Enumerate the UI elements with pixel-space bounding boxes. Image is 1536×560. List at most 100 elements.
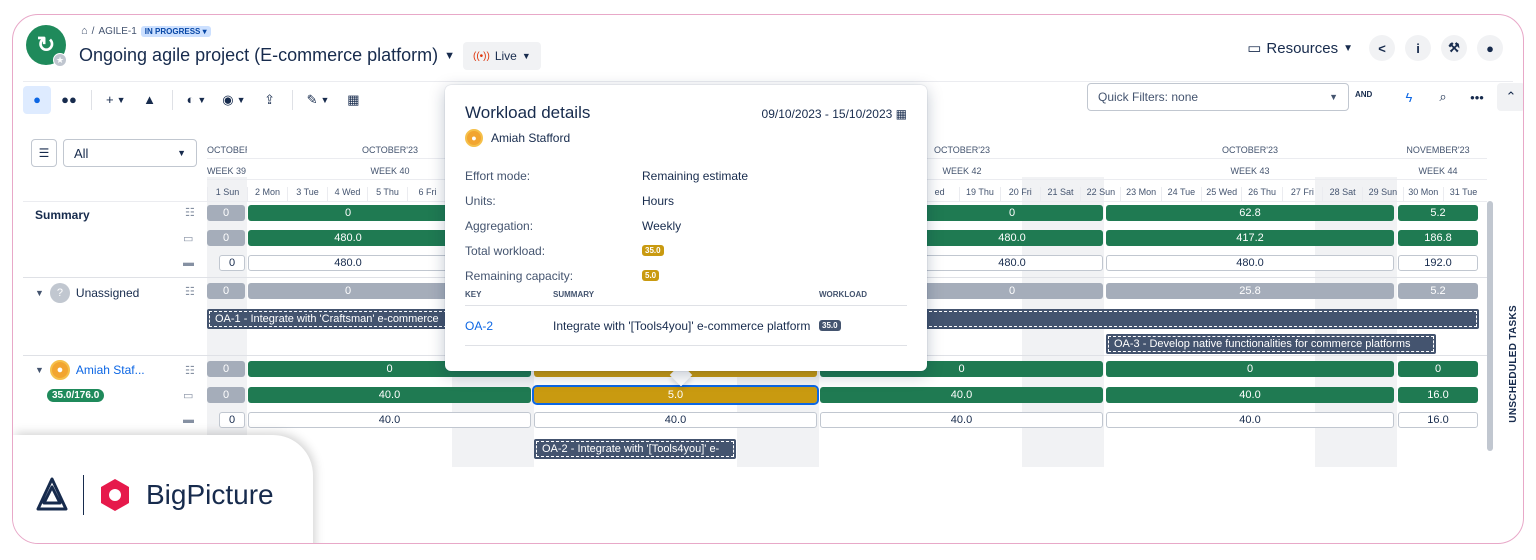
status-badge[interactable]: IN PROGRESS ▾ [140, 25, 211, 37]
users-icon: ●● [61, 92, 77, 107]
workload-cell[interactable]: 0 [921, 283, 1103, 299]
task-count-icon: ☷ [185, 286, 195, 298]
task-bar-oa3[interactable]: OA-3 - Develop native functionalities fo… [1106, 334, 1436, 354]
availability-cell[interactable]: 40.0 [820, 412, 1103, 428]
skills-button[interactable]: ▲ [136, 86, 164, 114]
availability-cell[interactable]: 0 [219, 412, 245, 428]
chevron-down-icon: ▼ [1329, 92, 1338, 102]
project-logo[interactable]: ↻ [26, 25, 66, 65]
availability-cell[interactable]: 480.0 [248, 255, 448, 271]
month-header: OCTOBER [207, 145, 247, 155]
workload-cell[interactable]: 25.8 [1106, 283, 1394, 299]
group-filter-select[interactable]: All ▼ [63, 139, 197, 167]
calendar-button[interactable]: ▦ [339, 86, 367, 114]
resources-label: Resources [1266, 39, 1339, 57]
live-button[interactable]: ((•)) Live ▼ [463, 42, 541, 70]
workload-cell[interactable]: 0 [207, 361, 245, 377]
avatar: ● [49, 360, 70, 380]
gauge-button[interactable]: ◐ ▼ [181, 86, 213, 114]
workload-cell[interactable]: 5.2 [1398, 205, 1478, 221]
availability-cell[interactable]: 40.0 [1106, 412, 1394, 428]
day-header: 30 Mon [1402, 187, 1443, 201]
ruler-button[interactable]: ✎ ▼ [301, 86, 336, 114]
availability-cell[interactable]: 480.0 [1106, 255, 1394, 271]
single-user-view-button[interactable]: ● [23, 85, 51, 114]
capacity-cell[interactable]: 16.0 [1398, 387, 1478, 403]
workload-cell[interactable]: 0 [207, 283, 245, 299]
share-icon[interactable]: < [1369, 35, 1395, 61]
capacity-cell-selected[interactable]: 5.0 [532, 385, 819, 405]
home-icon[interactable]: ⌂ [81, 25, 88, 37]
availability-cell[interactable]: 192.0 [1398, 255, 1478, 271]
capacity-cell[interactable]: 480.0 [248, 230, 448, 246]
capacity-cell[interactable]: 40.0 [820, 387, 1103, 403]
vertical-scrollbar[interactable] [1487, 201, 1493, 451]
filter-list-icon[interactable]: ☰ [31, 139, 57, 167]
export-button[interactable]: ⇪ [256, 86, 284, 114]
workload-cell[interactable]: 0 [1106, 361, 1394, 377]
chevron-down-icon: ▼ [1343, 42, 1353, 54]
month-header: OCTOBER'23 [1221, 145, 1279, 155]
status-label: IN PROGRESS [144, 26, 201, 36]
unassigned-row-label[interactable]: ▼ ? Unassigned [35, 283, 139, 303]
capacity-cell[interactable]: 40.0 [248, 387, 531, 403]
detail-value: Hours [642, 193, 675, 208]
availability-cell[interactable]: 16.0 [1398, 412, 1478, 428]
calendar-icon: ▦ [347, 91, 360, 107]
capacity-cell[interactable]: 0 [207, 230, 245, 246]
availability-cell[interactable]: 0 [219, 255, 245, 271]
info-icon[interactable]: i [1405, 35, 1431, 61]
workload-cell[interactable]: 5.2 [1398, 283, 1478, 299]
availability-cell[interactable]: 40.0 [248, 412, 531, 428]
add-button[interactable]: + ▼ [100, 86, 132, 114]
popup-detail-row: Aggregation: Weekly [465, 213, 907, 238]
chevron-down-icon: ▼ [521, 51, 531, 61]
workload-cell[interactable]: 0 [248, 283, 448, 299]
day-header: 22 Sun [1080, 187, 1120, 201]
wrench-icon[interactable]: ⚒ [1441, 35, 1467, 61]
search-icon[interactable]: ⌕ [1439, 89, 1447, 104]
and-toggle[interactable]: AND [1355, 90, 1373, 99]
detail-key: Aggregation: [465, 218, 534, 233]
day-header: 26 Thu [1241, 187, 1281, 201]
capacity-cell[interactable]: 480.0 [921, 230, 1103, 246]
popup-title: Workload details [465, 103, 591, 122]
popup-user: ● Amiah Stafford [465, 129, 907, 147]
popup-date-range[interactable]: 09/10/2023 - 15/10/2023 ▦ [762, 107, 907, 121]
capacity-cell[interactable]: 417.2 [1106, 230, 1394, 246]
workload-cell[interactable]: 0 [1398, 361, 1478, 377]
collapse-icon[interactable]: ⌃ [1497, 83, 1523, 111]
star-icon[interactable]: ★ [53, 53, 67, 67]
resources-button[interactable]: ▭ Resources ▼ [1247, 39, 1353, 58]
team-view-button[interactable]: ●● [55, 86, 83, 114]
page-title[interactable]: Ongoing agile project (E-commerce platfo… [79, 45, 455, 66]
workload-cell[interactable]: 0 [921, 205, 1103, 221]
workload-cell[interactable]: 62.8 [1106, 205, 1394, 221]
task-bar-oa2[interactable]: OA-2 - Integrate with '[Tools4you]' e- [534, 439, 736, 459]
user-icon[interactable]: ● [1477, 35, 1503, 61]
popup-user-name: Amiah Stafford [491, 131, 571, 145]
graduation-cap-icon: ▲ [143, 92, 156, 107]
detail-value: Weekly [642, 218, 682, 233]
unscheduled-tasks-tab[interactable]: UNSCHEDULED TASKS [1508, 305, 1519, 423]
date-range-text: 09/10/2023 - 15/10/2023 [761, 107, 893, 121]
more-icon[interactable]: ••• [1470, 89, 1484, 105]
bigpicture-logo-icon [101, 479, 129, 511]
issue-key-link[interactable]: OA-2 [465, 318, 494, 333]
bolt-icon[interactable]: ϟ [1405, 89, 1413, 105]
workload-cell[interactable]: 0 [207, 205, 245, 221]
detail-key: Total workload: [465, 243, 546, 258]
availability-cell[interactable]: 480.0 [921, 255, 1103, 271]
availability-cell[interactable]: 40.0 [534, 412, 817, 428]
view-button[interactable]: ◉ ▼ [216, 86, 251, 114]
capacity-cell[interactable]: 40.0 [1106, 387, 1394, 403]
breadcrumb-key[interactable]: AGILE-1 [98, 25, 137, 37]
capacity-cell[interactable]: 186.8 [1398, 230, 1478, 246]
workload-cell[interactable]: 0 [248, 205, 448, 221]
column-header: WORKLOAD [819, 290, 867, 299]
availability-icon: ▬ [183, 257, 194, 269]
capacity-cell[interactable]: 0 [207, 387, 245, 403]
amiah-row-label[interactable]: ▼ ● Amiah Staf... [35, 360, 145, 380]
divider [91, 89, 92, 110]
quick-filters-select[interactable]: Quick Filters: none ▼ [1087, 83, 1349, 111]
